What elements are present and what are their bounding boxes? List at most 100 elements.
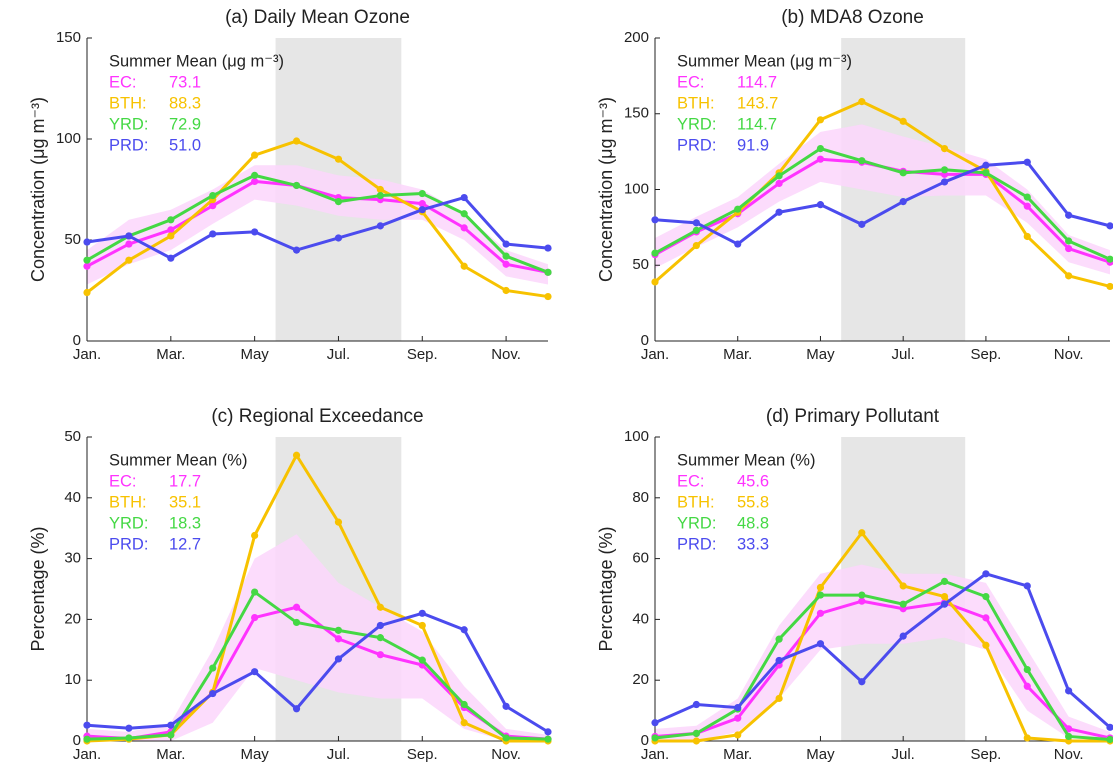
y-tick-label: 40 <box>64 489 81 506</box>
data-point <box>940 593 949 601</box>
data-point <box>651 719 659 727</box>
data-point <box>1023 682 1031 690</box>
data-point <box>982 614 990 622</box>
data-point <box>83 735 91 743</box>
data-point <box>899 632 907 640</box>
legend-title: Summer Mean (μg m⁻³) <box>677 52 852 70</box>
data-point <box>816 591 825 599</box>
data-point <box>251 228 259 236</box>
series-line <box>86 139 549 299</box>
data-point <box>418 189 426 198</box>
y-tick-label: 0 <box>641 732 649 749</box>
y-axis-label: Concentration (μg m⁻³) <box>596 97 616 282</box>
data-point <box>544 735 552 743</box>
data-point <box>1023 665 1031 674</box>
data-point <box>734 714 742 722</box>
y-tick-label: 100 <box>624 428 649 445</box>
data-point <box>940 166 949 174</box>
data-point <box>209 689 217 698</box>
series-line <box>655 531 1110 743</box>
data-point <box>858 678 866 686</box>
data-point <box>775 694 783 703</box>
x-tick-label: Jan. <box>641 746 669 763</box>
data-point <box>734 703 742 712</box>
range-band <box>87 165 548 285</box>
data-point <box>775 179 783 188</box>
data-point <box>544 292 552 301</box>
data-point <box>651 249 659 257</box>
data-point <box>251 613 259 622</box>
x-tick-label: Jan. <box>641 346 669 363</box>
legend-entry: YRD: <box>109 514 148 532</box>
data-point <box>334 234 343 242</box>
data-point <box>982 641 990 649</box>
y-tick-label: 150 <box>624 105 649 122</box>
data-point <box>1106 723 1113 731</box>
data-point <box>1023 202 1031 210</box>
legend-entry: BTH: <box>677 493 715 511</box>
data-point <box>167 216 175 224</box>
legend-value: 114.7 <box>737 73 777 91</box>
x-tick-label: Jul. <box>892 346 915 363</box>
data-point <box>209 202 217 210</box>
data-point <box>1023 582 1031 590</box>
data-point <box>899 198 907 206</box>
data-point <box>858 157 866 165</box>
data-point <box>502 734 510 742</box>
data-point <box>334 635 343 643</box>
data-point <box>251 668 259 676</box>
y-tick-label: 30 <box>64 550 81 567</box>
legend-value: 88.3 <box>169 94 201 112</box>
y-tick-label: 0 <box>73 332 81 349</box>
legend-entry: PRD: <box>109 136 148 154</box>
data-point <box>940 577 949 586</box>
x-tick-label: Jul. <box>892 746 915 763</box>
data-point <box>1023 193 1031 201</box>
data-point <box>125 734 133 742</box>
data-point <box>1065 725 1073 733</box>
y-tick-label: 20 <box>632 671 649 688</box>
data-point <box>209 664 217 672</box>
data-point <box>292 181 301 190</box>
legend-value: 51.0 <box>169 136 201 154</box>
series-line <box>86 173 549 274</box>
data-point <box>1106 255 1113 263</box>
x-tick-label: May <box>240 746 269 763</box>
data-point <box>816 583 825 592</box>
data-point <box>816 640 825 648</box>
data-point <box>334 626 343 634</box>
x-tick-label: Mar. <box>156 746 185 763</box>
x-tick-label: Jul. <box>327 346 350 363</box>
legend-entry: PRD: <box>677 535 716 553</box>
y-tick-label: 100 <box>624 180 649 197</box>
y-axis-label: Concentration (μg m⁻³) <box>28 97 48 282</box>
data-point <box>858 597 866 605</box>
data-point <box>376 222 384 230</box>
data-point <box>376 603 384 611</box>
data-point <box>1106 735 1113 744</box>
y-tick-label: 0 <box>641 332 649 349</box>
x-tick-label: Sep. <box>970 346 1001 363</box>
data-point <box>83 288 91 297</box>
legend-entry: PRD: <box>677 136 716 154</box>
data-point <box>460 262 468 270</box>
legend-entry: EC: <box>677 73 705 91</box>
legend-title: Summer Mean (μg m⁻³) <box>109 52 284 70</box>
y-axis-label: Percentage (%) <box>28 526 48 651</box>
data-point <box>1065 211 1073 219</box>
y-tick-label: 50 <box>632 256 649 273</box>
x-tick-label: May <box>806 346 835 363</box>
data-point <box>502 260 510 268</box>
data-point <box>418 609 426 617</box>
y-tick-label: 20 <box>64 610 81 627</box>
data-point <box>899 117 907 125</box>
data-point <box>251 177 259 186</box>
data-point <box>775 656 783 665</box>
x-tick-label: Sep. <box>407 346 438 363</box>
legend-value: 33.3 <box>737 535 769 553</box>
data-point <box>775 172 783 180</box>
chart-title: (a) Daily Mean Ozone <box>225 7 410 28</box>
chart-title: (b) MDA8 Ozone <box>781 7 924 28</box>
legend-entry: YRD: <box>677 514 716 532</box>
data-point <box>460 210 468 218</box>
